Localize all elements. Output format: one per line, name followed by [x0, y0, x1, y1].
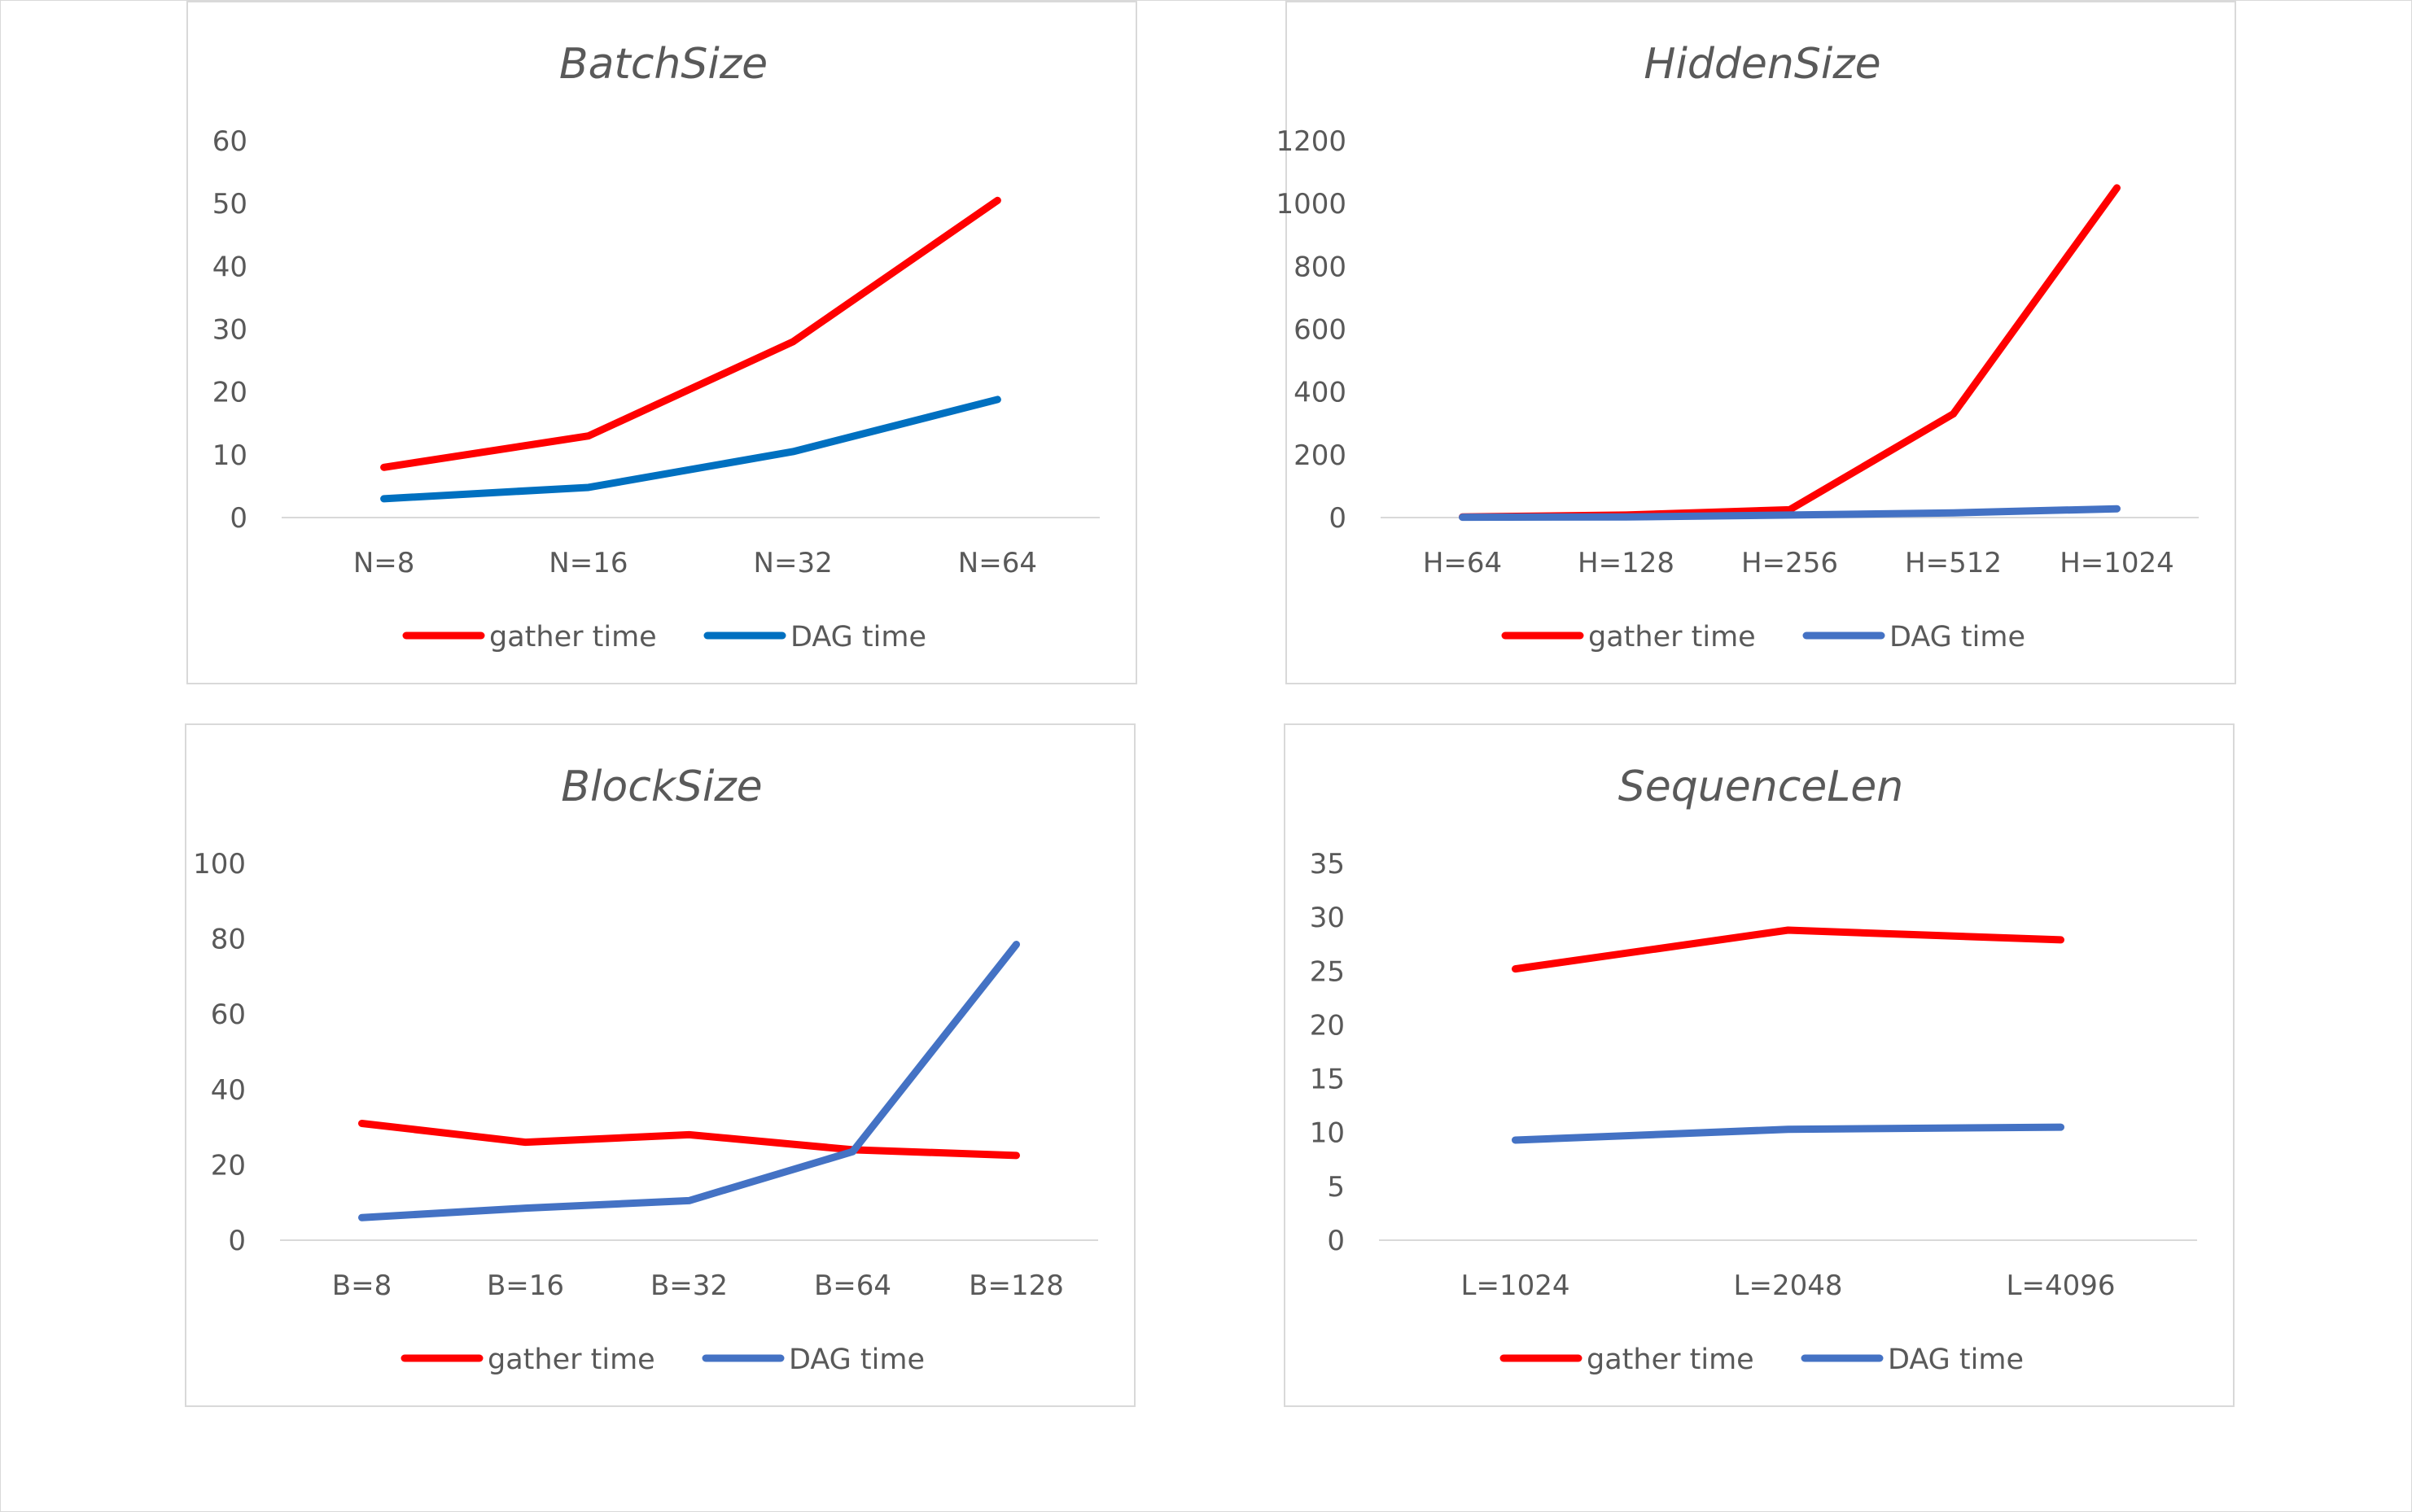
legend-label-dag-time: DAG time [790, 621, 926, 653]
y-tick-label: 0 [228, 1225, 246, 1257]
y-tick-label: 40 [211, 1074, 246, 1107]
y-tick-label: 80 [211, 924, 246, 956]
chart-svg: HiddenSize 0 200 400 600 800 1000 1200 H=64 H=128… [1276, 40, 2199, 653]
x-tick-label: B=8 [332, 1269, 392, 1302]
y-tick-label: 20 [211, 1149, 246, 1182]
y-tick-label: 35 [1310, 848, 1345, 881]
x-tick-label: B=16 [487, 1269, 564, 1302]
x-tick-label: B=64 [814, 1269, 891, 1302]
legend: gather time DAG time [1499, 1344, 2024, 1376]
chart-title: BatchSize [559, 40, 768, 89]
y-tick-label: 1000 [1276, 188, 1346, 221]
y-tick-label: 60 [211, 999, 246, 1031]
series-line-dag-time [380, 395, 1001, 503]
x-tick-label: H=128 [1578, 547, 1674, 579]
chart-title: HiddenSize [1644, 40, 1880, 89]
y-tick-label: 400 [1294, 377, 1346, 409]
legend-label-gather-time: gather time [1587, 1344, 1754, 1376]
chart-svg: SequenceLen 0 5 10 15 20 25 30 35 L=1024 L=2048 L=4… [1310, 763, 2197, 1376]
series-line-dag-time [1512, 1123, 2064, 1144]
y-tick-label: 20 [1310, 1009, 1345, 1042]
y-tick-label: 60 [212, 125, 247, 158]
legend-label-gather-time: gather time [489, 621, 657, 653]
series-line-gather-time [1459, 184, 2121, 521]
chart-panel-blocksize: BlockSize 0 20 40 60 80 100 B=8 B=16 B=32 B=64 B=12… [185, 723, 1136, 1407]
chart-panel-sequencelen: SequenceLen 0 5 10 15 20 25 30 35 L=1024 L=2048 L=4… [1284, 723, 2235, 1407]
series-line-gather-time [358, 1119, 1020, 1160]
x-tick-label: N=32 [754, 547, 833, 579]
y-tick-label: 0 [1327, 1225, 1345, 1257]
y-tick-label: 50 [212, 188, 247, 221]
x-tick-label: L=1024 [1461, 1269, 1570, 1302]
y-tick-label: 600 [1294, 314, 1346, 347]
y-tick-label: 20 [212, 377, 247, 409]
y-tick-label: 15 [1310, 1064, 1345, 1096]
legend-label-dag-time: DAG time [789, 1344, 925, 1376]
series-line-gather-time [1512, 926, 2064, 973]
y-tick-label: 10 [1310, 1117, 1345, 1150]
y-tick-label: 0 [1329, 502, 1346, 535]
legend-label-dag-time: DAG time [1889, 621, 2025, 653]
chart-svg: BatchSize 0 10 20 30 40 50 60 N=8 N=16 N=32 N=64 gat… [212, 40, 1100, 653]
series-line-dag-time [358, 941, 1020, 1221]
x-tick-label: L=2048 [1734, 1269, 1843, 1302]
y-tick-label: 5 [1327, 1171, 1345, 1204]
y-tick-label: 800 [1294, 251, 1346, 283]
x-tick-label: H=512 [1905, 547, 2002, 579]
series-line-gather-time [380, 196, 1001, 471]
legend: gather time DAG time [401, 1344, 925, 1376]
y-tick-label: 30 [1310, 902, 1345, 934]
x-tick-label: B=128 [969, 1269, 1064, 1302]
x-tick-label: N=16 [549, 547, 628, 579]
x-tick-label: L=4096 [2007, 1269, 2116, 1302]
legend: gather time DAG time [402, 621, 926, 653]
y-tick-label: 0 [230, 502, 247, 535]
y-tick-label: 40 [212, 251, 247, 283]
x-tick-label: H=64 [1423, 547, 1502, 579]
y-tick-label: 100 [193, 848, 246, 881]
chart-svg: BlockSize 0 20 40 60 80 100 B=8 B=16 B=32 B=64 B=12… [193, 763, 1098, 1376]
chart-title: BlockSize [561, 763, 762, 811]
chart-title: SequenceLen [1618, 763, 1903, 811]
legend-label-gather-time: gather time [1588, 621, 1756, 653]
x-tick-label: B=32 [650, 1269, 728, 1302]
legend-label-dag-time: DAG time [1888, 1344, 2024, 1376]
y-tick-label: 25 [1310, 955, 1345, 988]
legend: gather time DAG time [1501, 621, 2025, 653]
series-line-dag-time [1459, 505, 2121, 522]
x-tick-label: H=1024 [2060, 547, 2174, 579]
y-tick-label: 200 [1294, 439, 1346, 472]
y-tick-label: 10 [212, 439, 247, 472]
x-tick-label: N=8 [353, 547, 415, 579]
chart-panel-batchsize: BatchSize 0 10 20 30 40 50 60 N=8 N=16 N=32 N=64 gat… [186, 1, 1137, 684]
x-tick-label: H=256 [1741, 547, 1838, 579]
y-tick-label: 30 [212, 314, 247, 347]
x-tick-label: N=64 [958, 547, 1037, 579]
chart-panel-hiddensize: HiddenSize 0 200 400 600 800 1000 1200 H=64 H=128… [1276, 1, 2236, 684]
y-tick-label: 1200 [1276, 125, 1346, 158]
legend-label-gather-time: gather time [488, 1344, 655, 1376]
